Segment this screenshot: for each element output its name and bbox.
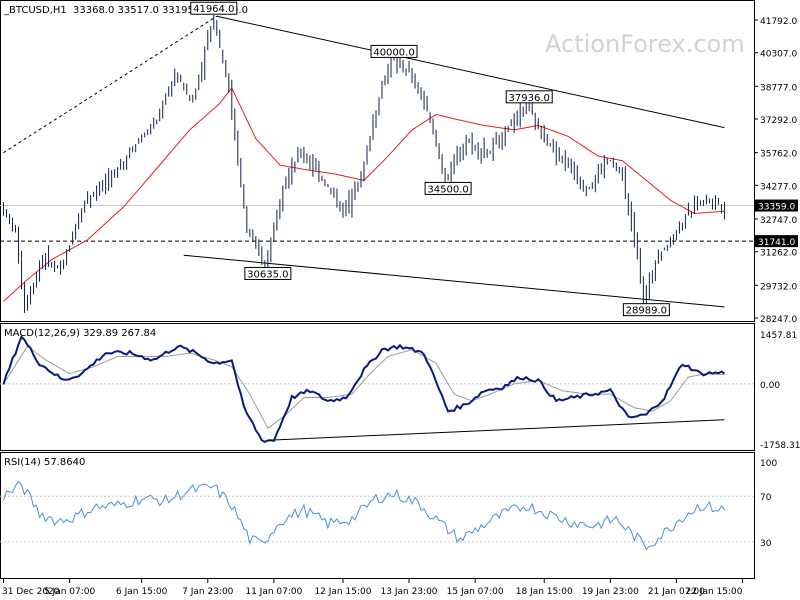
rsi-axis-label: 100: [760, 459, 777, 469]
trendline: [3, 15, 218, 154]
trendline: [216, 15, 725, 129]
price-annotation: 28989.0: [626, 306, 667, 317]
time-axis-label: 15 Jan 07:00: [447, 587, 504, 597]
price-axis-label: 31262.0: [760, 249, 797, 259]
time-axis-label: 18 Jan 15:00: [516, 587, 573, 597]
rsi-axis-label: 70: [760, 493, 772, 503]
time-axis-label: 6 Jan 15:00: [116, 587, 168, 597]
rsi-axis: 100 70 30: [760, 459, 777, 549]
time-axis-label: 22 Jan 15:00: [686, 587, 743, 597]
price-annotation: 37936.0: [509, 93, 550, 104]
time-axis-label: 7 Jan 23:00: [182, 587, 234, 597]
symbol-label: _BTCUSD,H1: [3, 5, 67, 16]
ohlc-label: 33368.0 33517.0 33195.0 33359.0: [73, 5, 248, 16]
macd-axis-label: -1758.31: [760, 441, 800, 451]
macd-line: [2, 334, 726, 444]
price-axis-label: 32747.0: [760, 216, 797, 226]
price-axis-label: 34277.0: [760, 182, 797, 192]
rsi-axis-label: 30: [760, 539, 772, 549]
rsi-title: RSI(14) 57.8640: [4, 457, 85, 468]
macd-title: MACD(12,26,9) 329.89 267.84: [4, 328, 156, 339]
price-annotation-box: [190, 1, 238, 15]
price-annotation-box: [370, 44, 418, 58]
price-axis-label: 40307.0: [760, 50, 797, 60]
price-panel-frame: [0, 0, 755, 322]
price-axis-label: 38777.0: [760, 83, 797, 93]
panel-frames: [0, 0, 755, 579]
current-price-tag: [755, 199, 798, 212]
price-annotation: 41964.0: [193, 4, 234, 15]
time-axis-label: 5 Jan 07:00: [44, 587, 96, 597]
rsi-line: [3, 480, 725, 551]
price-annotations: 41964.0 40000.0 37936.0 34500.0 30635.0 28989…: [190, 1, 670, 317]
macd-trendline: [267, 419, 725, 441]
trendline: [183, 254, 725, 308]
macd-panel-frame: [0, 323, 755, 451]
price-annotation: 40000.0: [373, 47, 414, 58]
price-axis-label: 29732.0: [760, 282, 797, 292]
price-axis-label: 41792.0: [760, 17, 797, 27]
watermark: ActionForex.com: [545, 30, 745, 58]
time-axis-label: 11 Jan 07:00: [245, 587, 302, 597]
price-annotation-box: [505, 90, 553, 104]
price-gridlines: [0, 205, 754, 242]
price-annotation: 34500.0: [427, 184, 468, 195]
level-label: 31741.0: [758, 238, 795, 248]
price-annotation-box: [424, 181, 472, 195]
time-axis-label: 13 Jan 23:00: [381, 587, 438, 597]
price-annotation-box: [244, 266, 292, 280]
macd-axis-label: 0.00: [760, 381, 780, 391]
macd-axis-label: 1457.81: [760, 331, 797, 341]
level-tag: [755, 235, 798, 248]
current-price-label: 33359.0: [758, 203, 795, 213]
rsi-grid: [0, 495, 754, 543]
time-axis-label: 12 Jan 15:00: [314, 587, 371, 597]
price-axis-label: 28247.0: [760, 315, 797, 325]
price-annotation-box: [622, 303, 670, 317]
time-axis-label: 31 Dec 2020: [2, 587, 60, 597]
macd-signal-line: [3, 345, 725, 430]
sma-line: [3, 87, 725, 302]
price-axis: 41792.0 40307.0 38777.0 37292.0 35762.0 34277…: [754, 17, 798, 325]
time-axis-label: 19 Jan 23:00: [582, 587, 639, 597]
price-axis-label: 35762.0: [760, 150, 797, 160]
price-axis-label: 37292.0: [760, 116, 797, 126]
macd-axis: 1457.81 0.00 -1758.31: [760, 331, 800, 451]
time-axis-label: 21 Jan 07:00: [648, 587, 705, 597]
rsi-panel-frame: [0, 452, 755, 579]
price-trendlines: [3, 15, 725, 308]
candles: [3, 14, 725, 313]
price-annotation: 30635.0: [247, 269, 288, 280]
